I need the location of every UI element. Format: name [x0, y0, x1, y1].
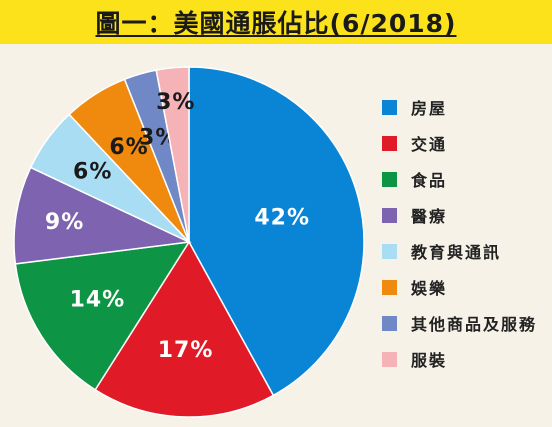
legend-item-7: 其他商品及服務 — [382, 312, 537, 334]
legend-item-2: 交通 — [382, 132, 537, 154]
pie-slice-8 — [155, 66, 190, 243]
pie-slice-3 — [14, 241, 191, 391]
legend-label: 其他商品及服務 — [411, 315, 538, 334]
slice-label-4: 9% — [45, 210, 84, 235]
legend-item-4: 醫療 — [382, 204, 537, 226]
slice-label-8: 3% — [156, 90, 195, 115]
pie-chart: 42%17%14%9%6%6%3%3% — [13, 66, 365, 418]
legend-label: 醫療 — [411, 207, 448, 226]
title-bar: 圖一：美國通脹佔比(6/2018) — [0, 0, 552, 44]
legend-item-5: 教育與通訊 — [382, 240, 537, 262]
pie-slice-1 — [188, 66, 365, 397]
legend-label: 教育與通訊 — [411, 243, 502, 262]
legend-label: 交通 — [411, 135, 448, 154]
legend-item-8: 服裝 — [382, 348, 537, 370]
slice-label-3: 14% — [70, 288, 126, 313]
slice-label-6: 6% — [109, 135, 148, 160]
slice-label-1: 42% — [254, 206, 310, 231]
legend-label: 房屋 — [411, 99, 448, 118]
legend-item-3: 食品 — [382, 168, 537, 190]
chart-legend: 房屋交通食品醫療教育與通訊娛樂其他商品及服務 服裝 — [382, 96, 537, 384]
legend-item-1: 房屋 — [382, 96, 537, 118]
pie-slice-2 — [94, 240, 275, 418]
legend-swatch — [382, 99, 397, 115]
pie-slice-4 — [13, 166, 192, 265]
legend-swatch — [382, 315, 397, 331]
legend-swatch — [382, 279, 397, 295]
legend-item-6: 娛樂 — [382, 276, 537, 298]
legend-label: 食品 — [411, 171, 448, 190]
legend-swatch — [382, 351, 397, 367]
slice-label-5: 6% — [73, 160, 112, 185]
legend-swatch — [382, 171, 397, 187]
legend-label: 娛樂 — [411, 279, 448, 298]
legend-swatch — [382, 207, 397, 223]
chart-title: 圖一：美國通脹佔比(6/2018) — [95, 9, 457, 38]
legend-label: 服裝 — [411, 351, 448, 370]
slice-label-2: 17% — [158, 338, 214, 363]
legend-swatch — [382, 243, 397, 259]
legend-swatch — [382, 135, 397, 151]
